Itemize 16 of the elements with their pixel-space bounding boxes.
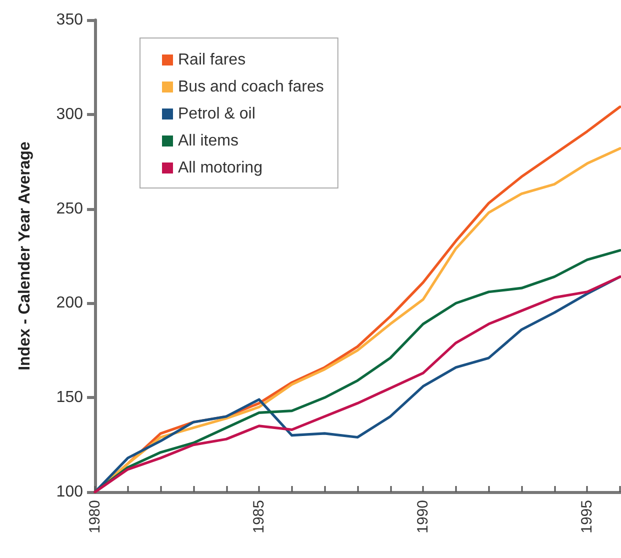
x-tick-label: 1980 xyxy=(86,500,104,534)
y-tick-label: 150 xyxy=(56,389,84,406)
y-tick-label: 300 xyxy=(56,106,84,123)
x-tick-label: 1990 xyxy=(414,500,432,534)
legend-label: All motoring xyxy=(178,160,262,176)
y-tick-label: 350 xyxy=(56,12,84,28)
y-tick-label: 100 xyxy=(56,484,84,500)
y-axis-title: Index - Calender Year Average xyxy=(16,141,34,370)
y-tick-label: 250 xyxy=(56,200,84,218)
legend-label: Bus and coach fares xyxy=(178,78,324,96)
legend-label: Rail fares xyxy=(178,52,246,68)
y-tick-label: 200 xyxy=(56,294,84,312)
legend-label: Petrol & oil xyxy=(178,106,256,122)
legend-label: All items xyxy=(178,132,238,150)
x-tick-label: 1985 xyxy=(250,500,268,534)
x-tick-label: 1995 xyxy=(578,500,596,534)
